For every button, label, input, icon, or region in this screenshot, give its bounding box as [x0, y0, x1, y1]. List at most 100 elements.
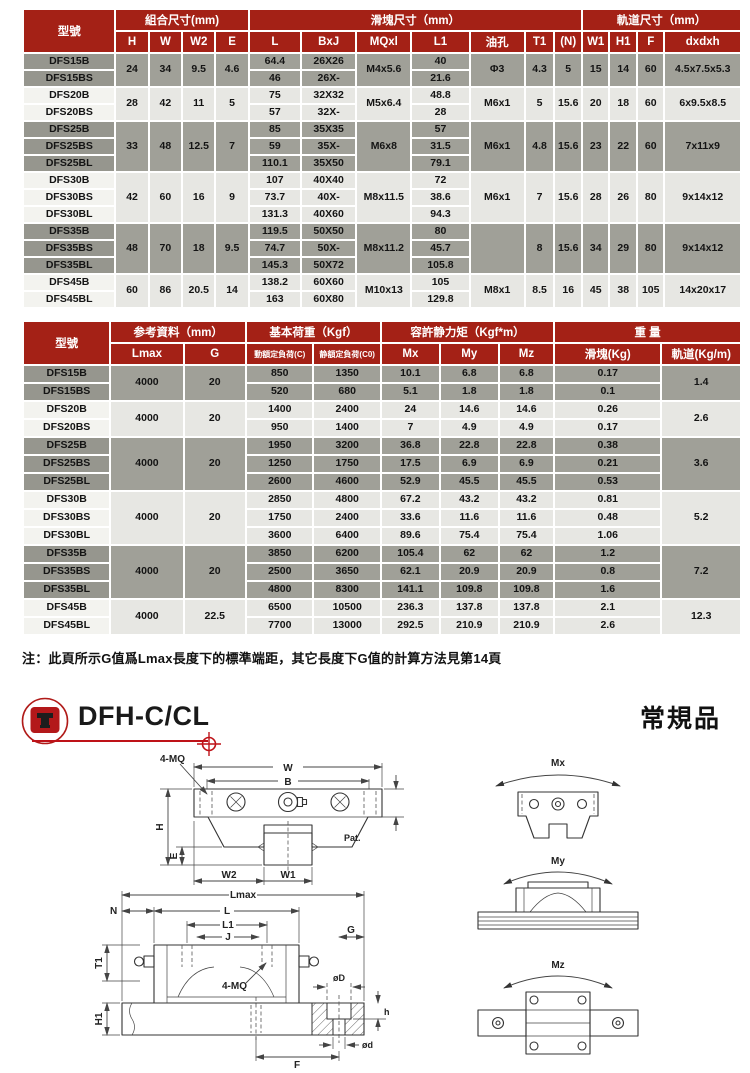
value-cell: 2400: [314, 402, 380, 418]
model-cell: DFS25B: [24, 122, 115, 137]
value-cell: 520: [247, 384, 313, 400]
value-cell: 3.6: [662, 438, 740, 490]
dim-label-g: G: [347, 925, 355, 936]
value-cell: 1250: [247, 456, 313, 472]
model-cell: DFS30BS: [24, 190, 115, 205]
value-cell: Φ3: [470, 54, 524, 86]
value-cell: 105: [637, 275, 664, 307]
value-cell: 26X26: [302, 54, 356, 69]
col-header: BxJ: [302, 32, 356, 52]
dim-label-lmax: Lmax: [230, 890, 257, 901]
value-cell: 1.06: [555, 528, 661, 544]
model-cell: DFS30BL: [24, 528, 110, 544]
value-cell: 5: [525, 88, 554, 120]
model-cell: DFS35BL: [24, 258, 115, 273]
table-row: DFS30BS 1750 2400 33.6 11.6 11.6 0.48: [24, 510, 740, 526]
table-row: DFS30B 42 60 16 9 107 40X40 M8x11.5 72 M6x1 7 15.6 2…: [24, 173, 740, 222]
value-cell: [470, 224, 524, 273]
table-row: DFS35BL 145.3 50X72 105.8: [24, 258, 740, 273]
moment-label-mz: Mz: [551, 960, 564, 971]
value-cell: 60: [116, 275, 148, 307]
dimension-table: 型號 組合尺寸(mm) 滑塊尺寸（mm） 軌道尺寸（mm） H W W2 E L…: [22, 8, 742, 309]
dim-label-4mq: 4-MQ: [160, 754, 185, 765]
value-cell: 48: [116, 224, 148, 273]
value-cell: 15: [582, 54, 609, 86]
value-cell: 7: [381, 420, 439, 436]
dim-label-4mq: 4-MQ: [222, 981, 247, 992]
grease-nipple-icon: [298, 955, 320, 968]
value-cell: 15.6: [555, 88, 581, 120]
value-cell: 4.8: [525, 122, 554, 171]
value-cell: 34: [149, 54, 182, 86]
dim-label-h-depth: h: [384, 1007, 390, 1017]
col-header-model: 型號: [24, 10, 115, 52]
value-cell: 109.8: [440, 582, 498, 598]
col-header: L1: [412, 32, 469, 52]
value-cell: 28: [412, 105, 469, 120]
value-cell: 4800: [314, 492, 380, 508]
value-cell: M5x6.4: [357, 88, 411, 120]
model-cell: DFS25B: [24, 438, 110, 454]
value-cell: M6x8: [357, 122, 411, 171]
value-cell: 48: [149, 122, 182, 171]
group-header-rail: 軌道尺寸（mm）: [582, 10, 740, 30]
col-header: My: [440, 344, 498, 364]
value-cell: 292.5: [381, 618, 439, 634]
value-cell: 850: [247, 366, 313, 382]
value-cell: 14x20x17: [665, 275, 740, 307]
value-cell: 70: [149, 224, 182, 273]
value-cell: 26: [610, 173, 636, 222]
value-cell: 73.7: [249, 190, 301, 205]
value-cell: 7: [216, 122, 248, 171]
value-cell: 16: [183, 173, 215, 222]
patent-label: Pat.: [344, 833, 361, 843]
value-cell: 0.8: [555, 564, 661, 580]
table-row: DFS35BS 74.7 50X- 45.7: [24, 241, 740, 256]
value-cell: 14.6: [440, 402, 498, 418]
value-cell: 137.8: [499, 600, 554, 616]
table-row: DFS25B 4000 20 1950 3200 36.8 22.8 22.8 0.38 3.6: [24, 438, 740, 490]
value-cell: 2850: [247, 492, 313, 508]
value-cell: 20: [184, 402, 246, 436]
value-cell: 35X35: [302, 122, 356, 137]
value-cell: 15.6: [555, 173, 581, 222]
table-row: DFS20B 28 42 11 5 75 32X32 M5x6.4 48.8 M6x1 5 15.6 2…: [24, 88, 740, 120]
value-cell: 9: [216, 173, 248, 222]
value-cell: 4.9: [499, 420, 554, 436]
value-cell: 13000: [314, 618, 380, 634]
value-cell: 16: [555, 275, 581, 307]
value-cell: 21.6: [412, 71, 469, 86]
moment-mx-diagram: Mx: [495, 758, 621, 839]
crosshair-target-icon: [197, 732, 221, 756]
moment-my-diagram: My: [477, 856, 639, 930]
value-cell: 79.1: [412, 156, 469, 171]
value-cell: 75.4: [440, 528, 498, 544]
value-cell: 105: [412, 275, 469, 290]
value-cell: 0.1: [555, 384, 661, 400]
value-cell: 105.4: [381, 546, 439, 562]
brand-logo: [21, 697, 69, 745]
value-cell: 80: [637, 173, 664, 222]
value-cell: 4000: [111, 366, 183, 400]
value-cell: 62: [440, 546, 498, 562]
table-row: DFS30B 4000 20 2850 4800 67.2 43.2 43.2 0.81 5.2: [24, 492, 740, 544]
value-cell: 2.6: [555, 618, 661, 634]
value-cell: 138.2: [249, 275, 301, 290]
value-cell: 64.4: [249, 54, 301, 69]
value-cell: M6x1: [470, 122, 524, 171]
value-cell: 42: [116, 173, 148, 222]
value-cell: 1750: [314, 456, 380, 472]
col-header: MQxl: [357, 32, 411, 52]
value-cell: 6.9: [499, 456, 554, 472]
value-cell: 46: [249, 71, 301, 86]
model-cell: DFS30B: [24, 492, 110, 508]
value-cell: 20.5: [183, 275, 215, 307]
value-cell: 20: [184, 366, 246, 400]
value-cell: 7.2: [662, 546, 740, 598]
value-cell: 57: [249, 105, 301, 120]
table-row: DFS15B 24 34 9.5 4.6 64.4 26X26 M4x5.6 40 Φ3 4.3 5 1…: [24, 54, 740, 86]
value-cell: 48.8: [412, 88, 469, 103]
group-header-load: 基本荷重（Kgf）: [247, 322, 380, 342]
col-header: Lmax: [111, 344, 183, 364]
value-cell: 2500: [247, 564, 313, 580]
